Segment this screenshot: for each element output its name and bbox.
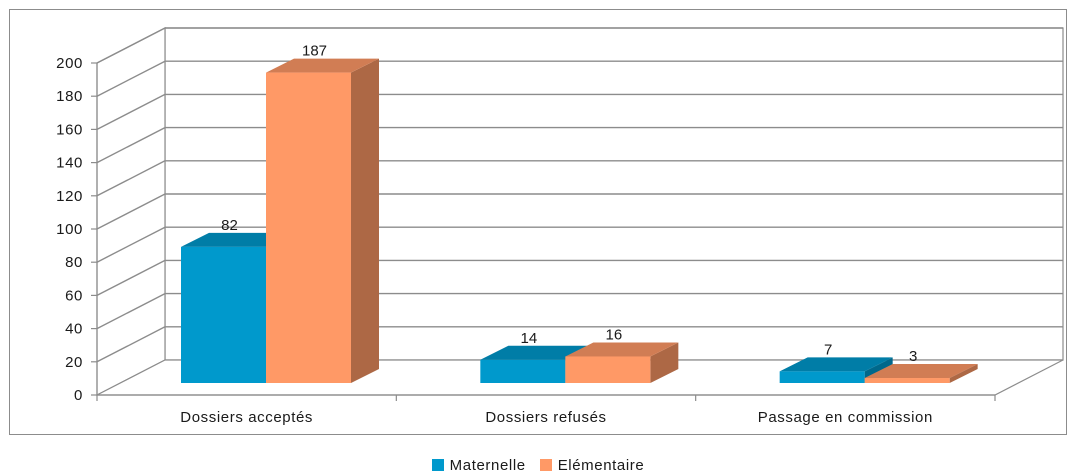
bar-top-maternelle-0	[181, 232, 294, 247]
bar-maternelle-2	[779, 371, 865, 383]
bar-maternelle-1	[480, 359, 566, 383]
side-gridline	[96, 292, 166, 330]
legend-label-maternelle: Maternelle	[449, 456, 526, 474]
legend-item-maternelle: Maternelle	[431, 456, 526, 474]
x-category-label-0: Dossiers acceptés	[180, 409, 313, 426]
bar-top-elmentaire-1	[565, 342, 679, 357]
legend-label-elementaire: Elémentaire	[557, 456, 645, 474]
y-tick-label: 0	[74, 387, 83, 404]
bar-top-elmentaire-2	[864, 364, 978, 379]
legend-swatch-elementaire	[539, 459, 552, 471]
bar-maternelle-0	[181, 246, 266, 383]
data-label-elmentaire-2: 3	[909, 348, 917, 365]
chart-plot: 0 20 40 60 80 100 120 140 160 180 200 82 187 Dossiers…	[56, 27, 1064, 426]
data-label-maternelle-2: 7	[824, 341, 832, 358]
bar-side-elmentaire-0	[351, 58, 379, 383]
data-label-maternelle-0: 82	[221, 217, 238, 234]
y-tick-label: 100	[56, 221, 83, 238]
legend: Maternelle Elémentaire	[0, 456, 1076, 474]
x-category-label-2: Passage en commission	[758, 409, 933, 426]
y-tick-label: 120	[56, 188, 83, 205]
data-label-elmentaire-0: 187	[302, 43, 327, 60]
side-gridline	[96, 60, 166, 97]
bar-elmentaire-0	[266, 72, 351, 383]
side-gridline	[96, 126, 166, 164]
bar-elmentaire-1	[565, 356, 651, 383]
bar-top-maternelle-2	[779, 357, 893, 372]
side-gridline	[96, 93, 166, 131]
y-tick-label: 160	[56, 121, 83, 138]
side-gridline	[96, 193, 166, 230]
y-tick-label: 200	[56, 55, 83, 72]
side-gridline	[96, 27, 166, 64]
y-tick-label: 80	[65, 254, 83, 271]
side-gridline	[96, 160, 166, 197]
x-category-label-1: Dossiers refusés	[485, 409, 606, 426]
bar-elmentaire-2	[864, 378, 950, 383]
y-tick-label: 20	[65, 354, 83, 371]
side-gridline	[96, 226, 166, 263]
y-tick-label: 60	[65, 287, 83, 304]
bar-top-maternelle-1	[480, 345, 594, 360]
side-gridline	[96, 259, 166, 297]
data-label-elmentaire-1: 16	[605, 326, 622, 343]
side-gridline	[96, 326, 166, 363]
y-tick-label: 40	[65, 321, 83, 338]
bar-side-elmentaire-2	[949, 364, 978, 383]
y-tick-label: 180	[56, 88, 83, 105]
y-tick-label: 140	[56, 155, 83, 172]
legend-swatch-maternelle	[431, 459, 444, 471]
legend-item-elementaire: Elémentaire	[539, 456, 645, 474]
data-label-maternelle-1: 14	[520, 330, 537, 347]
bar-side-elmentaire-1	[650, 342, 679, 383]
bar-top-elmentaire-0	[266, 58, 379, 73]
